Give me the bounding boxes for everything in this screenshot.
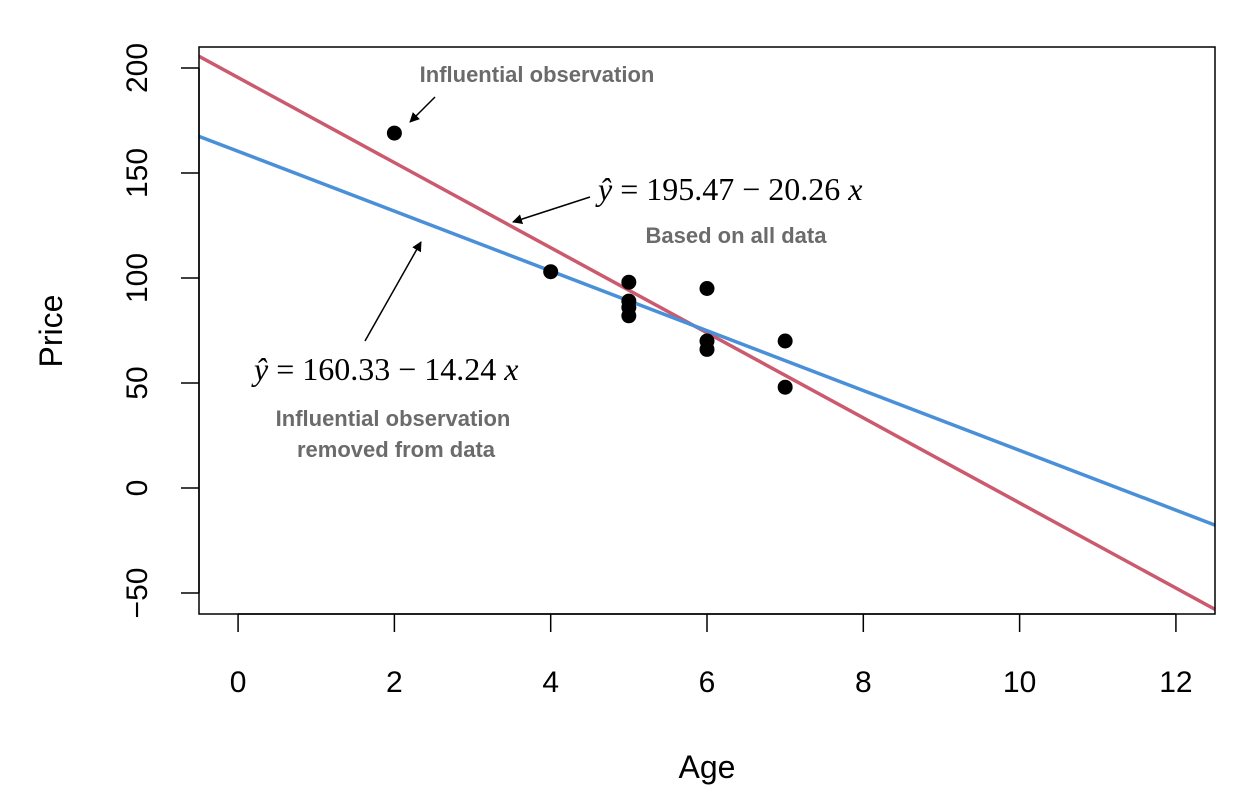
y-tick-label: 50 bbox=[121, 366, 154, 399]
equation-removed-rest: = 160.33 − 14.24 bbox=[268, 351, 504, 387]
y-tick-label: 200 bbox=[121, 43, 154, 93]
data-point-6 bbox=[621, 308, 637, 324]
regression-line-1 bbox=[199, 54, 1215, 611]
x-tick-label: 2 bbox=[386, 666, 403, 699]
x-tick-label: 0 bbox=[230, 666, 247, 699]
regression-lines bbox=[199, 54, 1215, 611]
equation-all-data: ŷ = 195.47 − 20.26 x bbox=[595, 171, 863, 207]
y-tick-label: 100 bbox=[121, 253, 154, 303]
regression-line-2 bbox=[199, 134, 1215, 527]
data-point-11 bbox=[777, 379, 793, 395]
influential-observation-label: Influential observation bbox=[420, 62, 655, 87]
x-tick-label: 6 bbox=[699, 666, 716, 699]
y-tick-label: 0 bbox=[121, 480, 154, 497]
x-tick-label: 4 bbox=[542, 666, 559, 699]
equation-removed-x: x bbox=[503, 351, 518, 387]
x-tick-label: 8 bbox=[855, 666, 872, 699]
x-axis: 0 2 4 6 8 10 12 bbox=[230, 613, 1193, 699]
y-axis-title: Price bbox=[33, 295, 69, 368]
data-point-2 bbox=[543, 264, 559, 280]
data-point-3 bbox=[621, 274, 637, 290]
equation-removed-yhat: ŷ bbox=[251, 351, 269, 387]
y-tick-label: −50 bbox=[121, 568, 154, 619]
equation-removed: ŷ = 160.33 − 14.24 x bbox=[251, 351, 519, 387]
y-axis: −50 0 50 100 150 200 bbox=[121, 43, 200, 619]
data-point-9 bbox=[699, 341, 715, 357]
influential-arrow bbox=[409, 96, 436, 123]
equation-removed-arrow bbox=[364, 241, 422, 342]
data-point-1 bbox=[386, 125, 402, 141]
data-point-7 bbox=[699, 281, 715, 296]
equation-all-x: x bbox=[847, 171, 862, 207]
based-on-all-data-label: Based on all data bbox=[646, 223, 828, 248]
data-points bbox=[386, 125, 793, 395]
x-tick-label: 12 bbox=[1159, 666, 1192, 699]
data-point-10 bbox=[777, 333, 793, 349]
x-tick-label: 10 bbox=[1003, 666, 1036, 699]
equation-all-arrow bbox=[512, 196, 591, 224]
equation-all-rest: = 195.47 − 20.26 bbox=[612, 171, 848, 207]
removed-label-line2: removed from data bbox=[297, 437, 496, 462]
y-tick-label: 150 bbox=[121, 148, 154, 198]
equation-all-yhat: ŷ bbox=[595, 171, 613, 207]
x-axis-title: Age bbox=[679, 749, 736, 785]
removed-label-line1: Influential observation bbox=[276, 406, 511, 431]
